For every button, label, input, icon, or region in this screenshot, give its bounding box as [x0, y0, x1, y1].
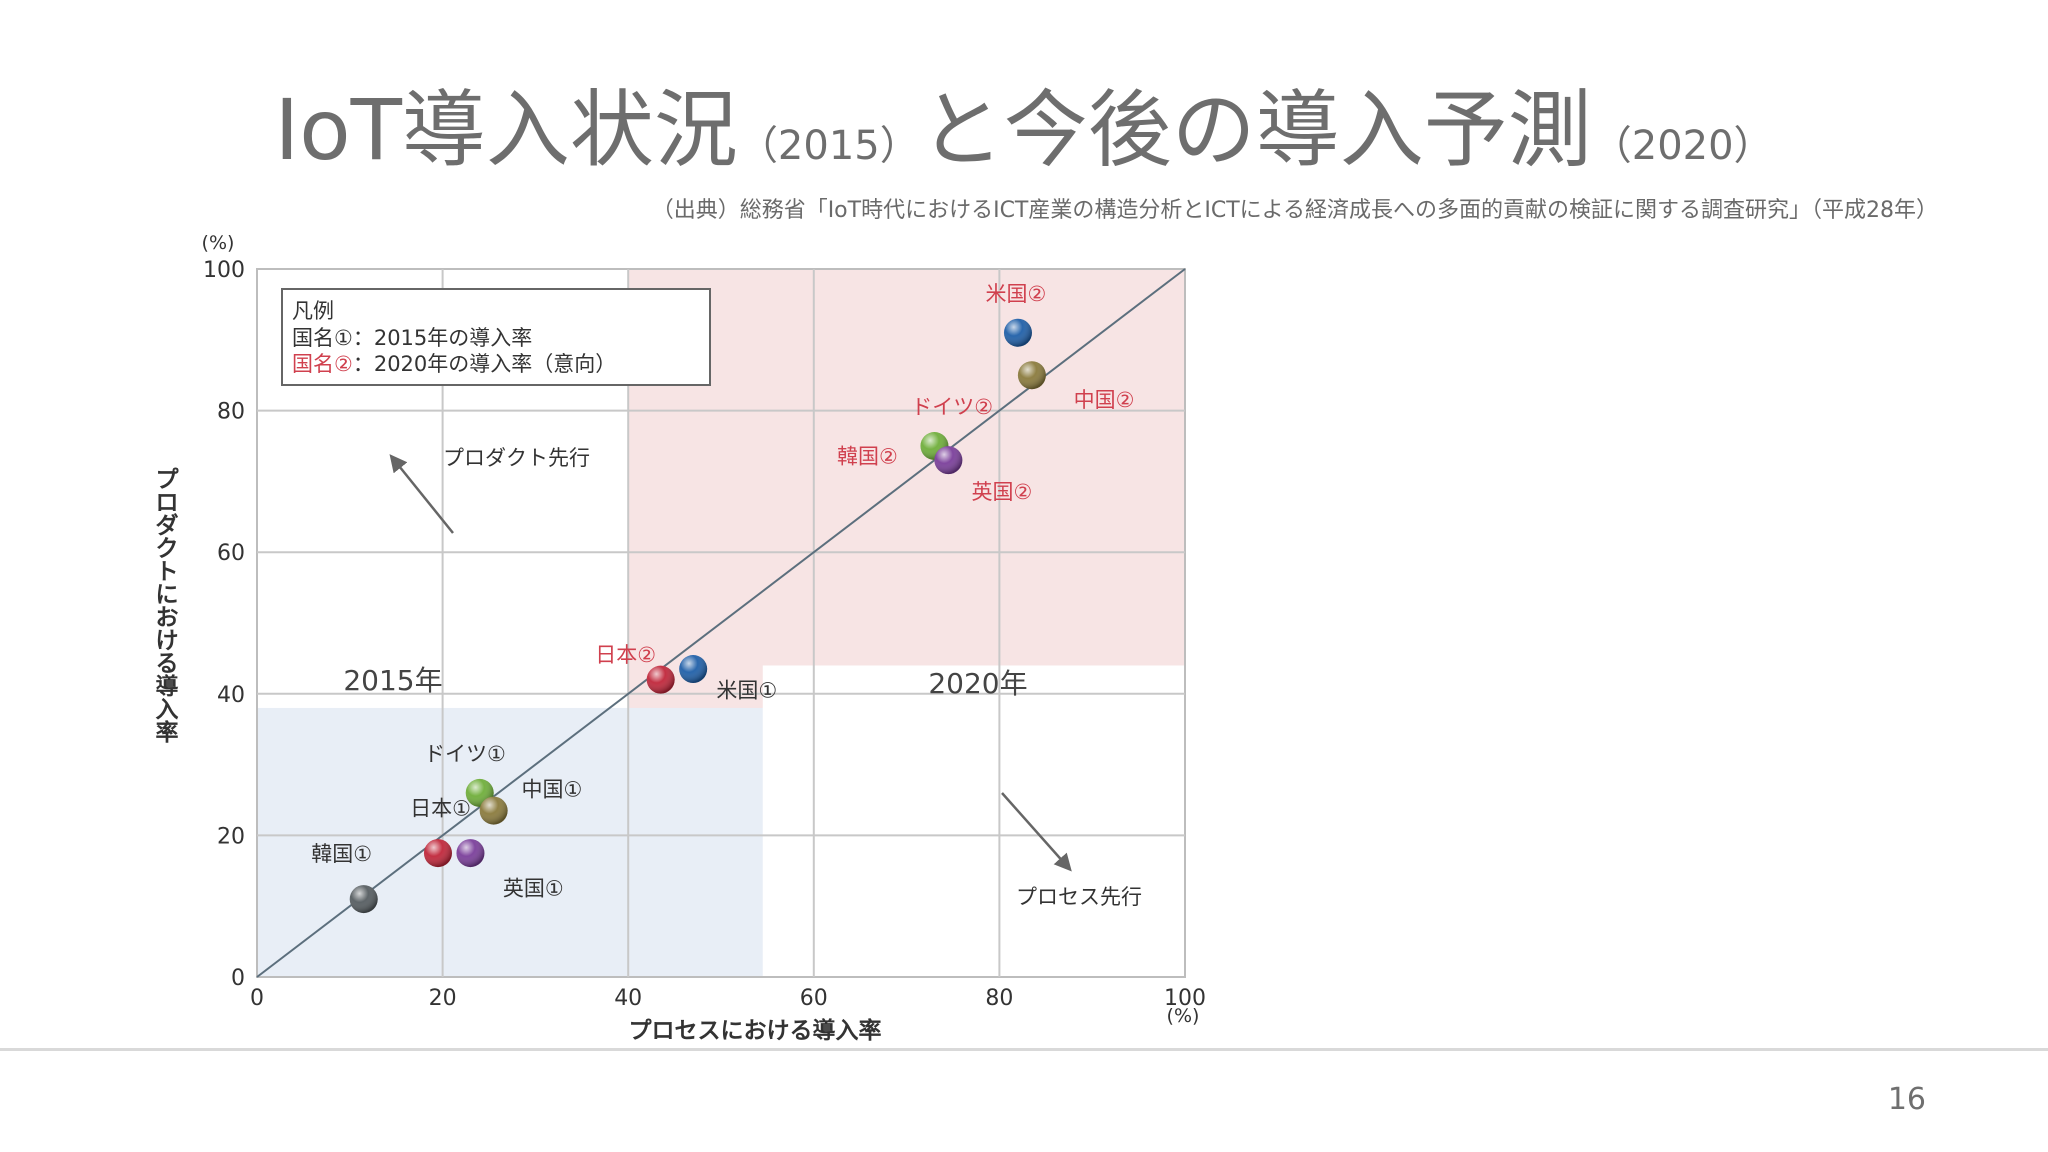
title-sub-2: （2020）: [1591, 123, 1774, 169]
point-label: ドイツ①: [424, 742, 506, 766]
point-label: 英国②: [972, 480, 1033, 504]
chart-legend: 凡例 国名①：2015年の導入率 国名②：2020年の導入率（意向）: [281, 288, 711, 386]
y-tick-label: 0: [231, 966, 245, 991]
scatter-chart: 0 20 40 60 80 100 0 20 40 60 80 100 韓国① 英国① 日本① ドイツ① 中国…: [140, 225, 1220, 1065]
region-label-2015: 2015年: [343, 664, 442, 697]
data-point: [934, 446, 963, 475]
data-point: [479, 796, 508, 825]
point-label: ドイツ②: [911, 395, 993, 419]
x-tick-label: 80: [985, 986, 1013, 1011]
title-sub-1: （2015）: [737, 123, 920, 169]
y-unit: (%): [202, 232, 235, 254]
process-lead-arrow: [1001, 792, 1072, 872]
point-label: 日本②: [595, 643, 656, 667]
x-tick-label: 20: [429, 986, 457, 1011]
x-tick-label: 100: [1164, 986, 1206, 1011]
data-point: [349, 885, 378, 914]
plot-frame: [256, 268, 1186, 978]
product-lead-arrow: [389, 454, 454, 534]
y-tick-label: 40: [217, 683, 245, 708]
point-label: 韓国①: [311, 842, 372, 866]
page-number: 16: [1887, 1082, 1926, 1117]
legend-prefix-2: 国名②: [292, 352, 353, 376]
chart-svg: 0 20 40 60 80 100 0 20 40 60 80 100 韓国① 英国① 日本① ドイツ① 中国…: [156, 232, 1207, 1044]
x-axis-label: プロセスにおける導入率: [629, 1017, 882, 1044]
point-label: 韓国②: [837, 445, 898, 469]
point-label: 中国①: [521, 777, 582, 801]
point-label: 英国①: [503, 877, 564, 901]
y-axis-label: プロダクトにおける導入率: [156, 467, 180, 746]
slide-title: IoT導入状況（2015）と今後の導入予測（2020）: [0, 80, 2048, 196]
x-tick-label: 0: [250, 986, 264, 1011]
data-point: [1003, 318, 1032, 347]
region-2015: [257, 707, 763, 977]
legend-title: 凡例: [292, 299, 334, 323]
product-lead-label: プロダクト先行: [443, 446, 590, 470]
legend-text-1: ：2015年の導入率: [353, 326, 532, 350]
data-point: [679, 655, 708, 684]
source-note: （出典）総務省「IoT時代におけるICT産業の構造分析とICTによる経済成長への…: [651, 198, 1938, 223]
data-point: [646, 665, 675, 694]
x-tick-label: 40: [614, 986, 642, 1011]
region-label-2020: 2020年: [928, 667, 1027, 700]
y-tick-label: 100: [203, 258, 245, 283]
data-point: [456, 839, 485, 868]
svg-text:国名②：2020年の導入率（意向）: 国名②：2020年の導入率（意向）: [292, 352, 616, 376]
point-label: 米国②: [985, 282, 1046, 306]
legend-text-2: ：2020年の導入率（意向）: [353, 352, 616, 376]
region-2020: [628, 269, 1185, 708]
point-label: 日本①: [410, 797, 471, 821]
point-label: 米国①: [716, 678, 777, 702]
data-point: [1017, 361, 1046, 390]
x-tick-label: 60: [800, 986, 828, 1011]
data-point: [423, 839, 452, 868]
legend-prefix-1: 国名①: [292, 326, 353, 350]
svg-text:国名①：2015年の導入率: 国名①：2015年の導入率: [292, 326, 532, 350]
title-main-1: IoT導入状況: [274, 81, 738, 179]
y-tick-label: 80: [217, 400, 245, 425]
y-tick-label: 20: [217, 824, 245, 849]
title-main-2: と今後の導入予測: [919, 81, 1592, 179]
y-tick-label: 60: [217, 541, 245, 566]
footer-divider: [0, 1048, 2048, 1051]
point-label: 中国②: [1074, 388, 1135, 412]
x-unit: (%): [1167, 1005, 1200, 1027]
process-lead-label: プロセス先行: [1016, 885, 1142, 909]
